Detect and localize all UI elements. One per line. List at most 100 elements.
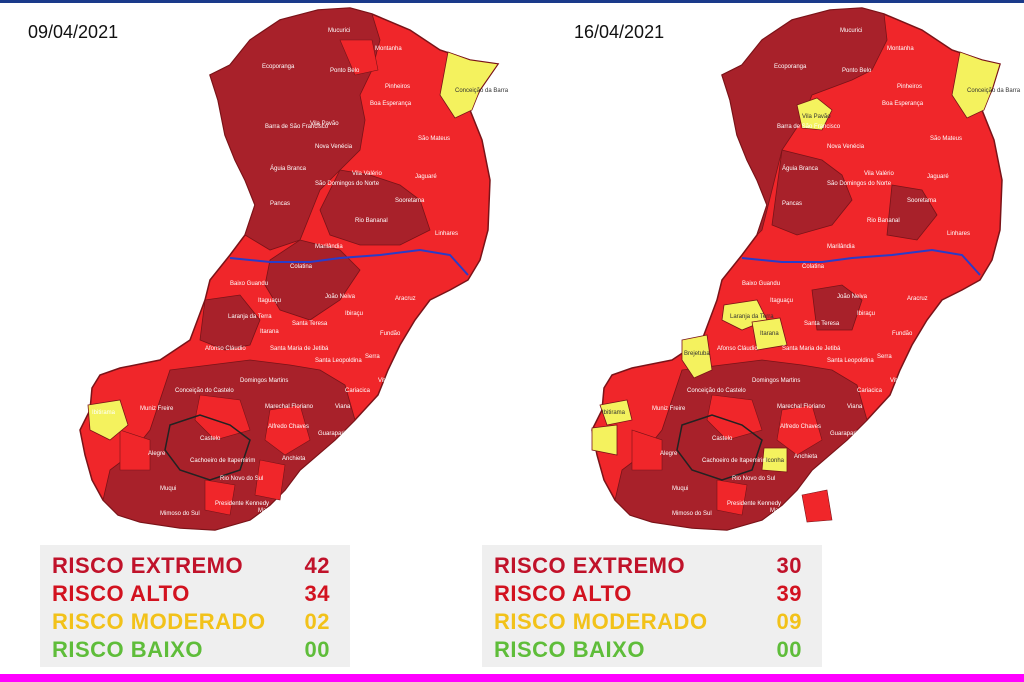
city-label: Vila Velha (360, 421, 387, 427)
city-label: Alfredo Chaves (780, 424, 821, 430)
legend-label: RISCO BAIXO (494, 637, 645, 662)
city-label: Santa Teresa (292, 321, 328, 327)
city-label: Conceição da Barra (967, 88, 1021, 94)
city-label: Presidente Kennedy (727, 501, 781, 507)
high-risk-pockets (631, 394, 833, 523)
city-labels: Mucurici Montanha Conceição da Barra Eco… (602, 28, 1021, 517)
risk-legend: RISCO EXTREMO 30 RISCO ALTO 39 RISCO MOD… (482, 545, 822, 667)
city-label: Ibiraçu (857, 311, 875, 317)
city-label: Colatina (290, 264, 313, 270)
state-map-right: Mucurici Montanha Conceição da Barra Eco… (591, 7, 1021, 531)
city-label: Barra de São Francisco (777, 124, 841, 130)
city-label: Viana (335, 404, 351, 410)
city-label: Pancas (270, 201, 290, 207)
extreme-risk-regions (614, 7, 938, 531)
city-label: Linhares (947, 231, 970, 237)
city-label: Baixo Guandu (742, 281, 780, 287)
city-label: Conceição do Castelo (687, 388, 746, 394)
legend-count: 30 (776, 553, 802, 578)
legend-count: 00 (776, 637, 802, 662)
city-label: Vila Valério (352, 171, 382, 177)
moderate-risk-regions (87, 51, 499, 441)
city-label: Anchieta (282, 456, 306, 462)
city-label: Itarana (760, 331, 779, 337)
city-label: Águia Branca (270, 165, 307, 172)
city-label: Cachoeiro de Itapemirim (190, 458, 255, 464)
city-label: Muqui (160, 486, 176, 492)
map-date: 09/04/2021 (28, 22, 119, 42)
city-label: Cachoeiro de Itapemirim (702, 458, 767, 464)
city-label: Rio Novo do Sul (220, 476, 263, 482)
city-label: Guarapari (318, 431, 345, 437)
legend-count: 09 (776, 609, 802, 634)
legend-row-high: RISCO ALTO 34 (40, 579, 350, 607)
city-label: Mucurici (328, 28, 350, 34)
castelo-outline (676, 414, 763, 481)
legend-row-high: RISCO ALTO 39 (482, 579, 822, 607)
legend-row-low: RISCO BAIXO 00 (40, 635, 350, 663)
city-label: Nova Venécia (827, 144, 865, 150)
city-label: Rio Bananal (355, 218, 388, 224)
legend-row-extreme: RISCO EXTREMO 42 (40, 551, 350, 579)
city-label: Itarana (260, 329, 279, 335)
city-label: Marilândia (827, 244, 855, 250)
city-label: Afonso Cláudio (717, 346, 758, 352)
city-label: João Neiva (837, 294, 868, 300)
legend-row-extreme: RISCO EXTREMO 30 (482, 551, 822, 579)
city-label: Boa Esperança (882, 101, 924, 107)
city-label: São Mateus (418, 136, 450, 142)
city-label: Muniz Freire (140, 406, 174, 412)
city-label: Vila Valério (864, 171, 894, 177)
city-label: Santa Maria de Jetibá (782, 346, 841, 352)
map-panel-right: 16/04/2021 (482, 0, 1024, 674)
city-label: São Domingos do Norte (315, 181, 380, 187)
map-date: 16/04/2021 (574, 22, 665, 42)
city-label: Baixo Guandu (230, 281, 268, 287)
city-label: Colatina (802, 264, 825, 270)
city-label: Conceição do Castelo (175, 388, 234, 394)
city-label: Vila Velha (872, 421, 899, 427)
legend-label: RISCO ALTO (52, 581, 190, 606)
city-label: Sooretama (395, 198, 425, 204)
city-label: Ibitirama (92, 410, 116, 416)
city-label: Pancas (782, 201, 802, 207)
city-label: Nova Venécia (315, 144, 353, 150)
city-label: Barra de São Francisco (265, 124, 329, 130)
city-label: Vitória (378, 378, 396, 384)
city-label: Brejetuba (684, 351, 710, 357)
city-label: Serra (365, 354, 380, 360)
city-label: Mimoso do Sul (672, 511, 712, 517)
city-label: Vitória (890, 378, 908, 384)
city-label: Alegre (660, 451, 678, 457)
legend-count: 42 (304, 553, 330, 578)
city-label: Domingos Martins (240, 378, 288, 384)
legend-label: RISCO EXTREMO (52, 553, 244, 578)
city-label: Iconha (766, 458, 785, 464)
city-label: Fundão (380, 331, 401, 337)
city-label: Pinheiros (897, 84, 922, 90)
city-label: Afonso Cláudio (205, 346, 246, 352)
city-label: Ecoporanga (262, 64, 295, 70)
castelo-outline (164, 414, 251, 481)
city-label: Vila Pavão (310, 121, 339, 127)
city-label: Ponto Belo (842, 68, 872, 74)
city-label: Jaguaré (415, 174, 437, 180)
city-label: Presidente Kennedy (215, 501, 269, 507)
bottom-border (0, 674, 1024, 682)
city-label: Viana (847, 404, 863, 410)
city-label: Alfredo Chaves (268, 424, 309, 430)
legend-count: 39 (776, 581, 802, 606)
legend-count: 00 (304, 637, 330, 662)
city-label: Cariacica (345, 388, 371, 394)
city-label: Laranja da Terra (228, 314, 272, 320)
city-label: Jaguaré (927, 174, 949, 180)
city-label: Pinheiros (385, 84, 410, 90)
city-label: Fundão (892, 331, 913, 337)
city-label: São Domingos do Norte (827, 181, 892, 187)
city-label: Ponto Belo (330, 68, 360, 74)
city-label: Alegre (148, 451, 166, 457)
city-label: Serra (877, 354, 892, 360)
city-label: João Neiva (325, 294, 356, 300)
moderate-risk-regions (591, 51, 1001, 473)
city-label: Santa Teresa (804, 321, 840, 327)
